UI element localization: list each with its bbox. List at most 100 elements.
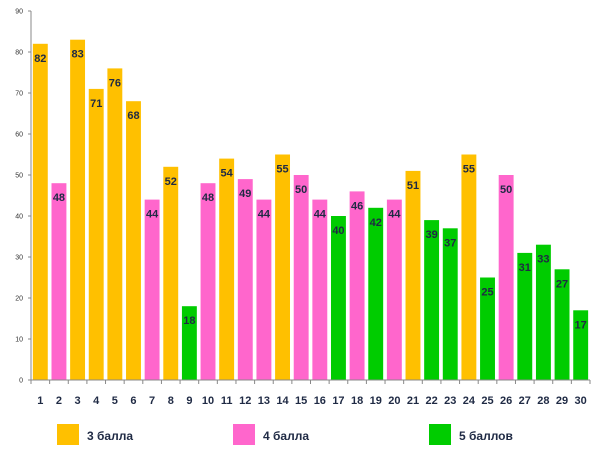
bar-24 xyxy=(461,154,477,380)
bar-23 xyxy=(442,228,458,380)
x-tick-label: 19 xyxy=(370,395,382,407)
x-tick-label: 17 xyxy=(332,395,344,407)
data-label-17: 40 xyxy=(332,225,344,237)
y-tick-label: 80 xyxy=(15,50,23,57)
bar-19 xyxy=(368,207,384,380)
bar-16 xyxy=(312,199,328,380)
data-label-1: 82 xyxy=(34,53,46,65)
y-tick-label: 40 xyxy=(15,214,23,221)
data-label-20: 44 xyxy=(388,209,401,221)
y-tick-label: 90 xyxy=(15,9,23,16)
bar-11 xyxy=(219,158,235,380)
y-tick-label: 10 xyxy=(15,337,23,344)
y-axis: 0 10 20 30 40 50 60 70 80 90 xyxy=(15,9,32,385)
bar-4 xyxy=(88,88,104,381)
bar-18 xyxy=(349,191,365,380)
x-tick-label: 30 xyxy=(575,395,587,407)
x-axis: 1 2 3 4 5 6 7 8 9 10 11 12 13 14 15 16 17 18 19 20 21 22 23 24 2… xyxy=(30,379,591,407)
x-tick-label: 16 xyxy=(314,395,326,407)
data-label-9: 18 xyxy=(183,315,195,327)
bar-7 xyxy=(144,199,160,380)
bar-10 xyxy=(200,183,216,380)
x-tick-label: 18 xyxy=(351,395,363,407)
legend-swatch xyxy=(57,424,79,445)
y-tick-label: 20 xyxy=(15,296,23,303)
legend-item-3: 3 балла xyxy=(57,424,133,445)
bar-8 xyxy=(163,166,179,380)
legend-swatch xyxy=(233,424,255,445)
x-tick-label: 25 xyxy=(481,395,493,407)
y-tick-label: 30 xyxy=(15,255,23,262)
data-label-12: 49 xyxy=(239,188,251,200)
data-label-15: 50 xyxy=(295,184,307,196)
x-tick-label: 6 xyxy=(130,395,136,407)
x-tick-label: 26 xyxy=(500,395,512,407)
x-tick-label: 27 xyxy=(519,395,531,407)
bar-2 xyxy=(51,183,67,380)
x-tick-label: 28 xyxy=(537,395,549,407)
bar-21 xyxy=(405,170,421,380)
legend-item-5: 5 баллов xyxy=(429,424,513,445)
data-label-14: 55 xyxy=(276,164,288,176)
bar-1 xyxy=(32,43,48,381)
bar-17 xyxy=(330,216,346,380)
x-tick-label: 14 xyxy=(276,395,289,407)
data-label-25: 25 xyxy=(481,287,493,299)
data-label-16: 44 xyxy=(314,209,327,221)
x-tick-label: 1 xyxy=(37,395,43,407)
y-tick-label: 50 xyxy=(15,173,23,180)
data-label-2: 48 xyxy=(53,192,65,204)
x-tick-label: 11 xyxy=(221,395,233,407)
x-tick-label: 21 xyxy=(407,395,419,407)
data-label-30: 17 xyxy=(575,319,587,331)
data-label-22: 39 xyxy=(425,229,437,241)
x-tick-label: 9 xyxy=(186,395,192,407)
data-label-23: 37 xyxy=(444,237,456,249)
data-label-5: 76 xyxy=(109,77,121,89)
bar-27 xyxy=(517,252,533,380)
legend-swatch xyxy=(429,424,451,445)
data-label-11: 54 xyxy=(221,168,234,180)
x-tick-label: 4 xyxy=(93,395,100,407)
x-tick-label: 24 xyxy=(463,395,476,407)
bar-6 xyxy=(126,101,141,380)
bar-9 xyxy=(181,306,197,380)
bar-12 xyxy=(237,179,253,380)
data-label-4: 71 xyxy=(90,98,102,110)
data-label-24: 55 xyxy=(463,164,475,176)
x-tick-label: 10 xyxy=(202,395,214,407)
data-label-21: 51 xyxy=(407,180,419,192)
bar-5 xyxy=(107,68,123,381)
legend-label: 3 балла xyxy=(87,429,133,443)
data-label-3: 83 xyxy=(71,49,83,61)
bar-25 xyxy=(480,277,495,380)
x-tick-label: 15 xyxy=(295,395,307,407)
x-tick-label: 2 xyxy=(56,395,62,407)
data-label-28: 33 xyxy=(537,254,549,266)
bar-14 xyxy=(275,154,291,380)
x-tick-label: 22 xyxy=(425,395,437,407)
x-tick-label: 12 xyxy=(239,395,251,407)
x-tick-label: 23 xyxy=(444,395,456,407)
data-label-19: 42 xyxy=(370,217,382,229)
y-tick-label: 0 xyxy=(19,378,23,385)
bar-30 xyxy=(573,310,589,380)
data-label-27: 31 xyxy=(519,262,531,274)
bar-22 xyxy=(424,220,440,380)
data-label-26: 50 xyxy=(500,184,512,196)
x-tick-label: 3 xyxy=(75,395,81,407)
data-label-13: 44 xyxy=(258,209,271,221)
x-tick-label: 7 xyxy=(149,395,155,407)
bars: 82 48 83 71 76 68 44 52 18 48 54 49 44 55 50 44 40 46 42 44… xyxy=(32,39,589,381)
x-tick-label: 13 xyxy=(258,395,270,407)
bar-26 xyxy=(498,175,514,380)
y-tick-label: 60 xyxy=(15,132,23,139)
bar-20 xyxy=(386,199,402,380)
data-label-29: 27 xyxy=(556,278,568,290)
bar-28 xyxy=(535,244,551,380)
bar-13 xyxy=(256,199,272,380)
legend-label: 4 балла xyxy=(263,429,309,443)
x-tick-label: 5 xyxy=(112,395,118,407)
data-label-10: 48 xyxy=(202,192,214,204)
